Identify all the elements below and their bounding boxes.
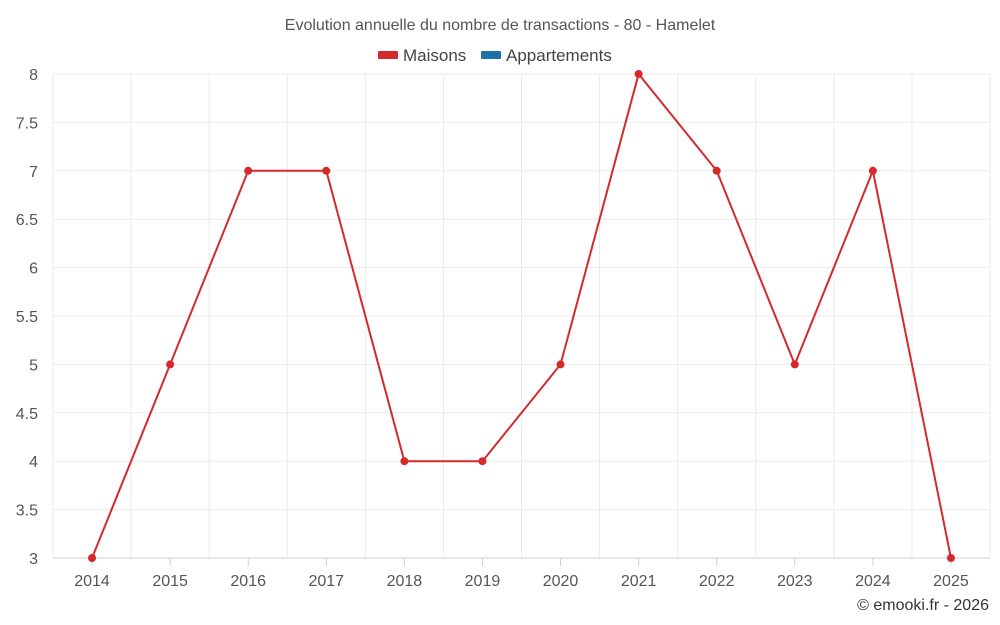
credit-text: © emooki.fr - 2026	[857, 597, 989, 614]
x-tick-label: 2021	[621, 573, 657, 590]
x-tick-label: 2014	[74, 573, 110, 590]
data-point[interactable]	[322, 166, 331, 175]
y-axis: 3 3.5 4 4.5 5 5.5 6 6.5 7 7.5 8	[16, 67, 38, 568]
x-tick-label: 2019	[465, 573, 501, 590]
x-tick-label: 2017	[308, 573, 344, 590]
data-point[interactable]	[244, 166, 253, 175]
data-point[interactable]	[400, 457, 409, 466]
legend-item-maisons[interactable]: Maisons	[378, 46, 466, 65]
data-point[interactable]	[634, 70, 643, 78]
data-point[interactable]	[556, 360, 565, 369]
series-line-maisons	[91, 73, 952, 559]
data-point[interactable]	[790, 360, 799, 369]
y-tick-label: 5.5	[16, 309, 38, 326]
legend: Maisons Appartements	[378, 46, 612, 65]
legend-item-appartements[interactable]: Appartements	[481, 46, 612, 65]
legend-label-maisons: Maisons	[403, 46, 466, 65]
y-tick-label: 7.5	[16, 115, 38, 132]
x-tick-label: 2015	[152, 573, 188, 590]
chart-title: Evolution annuelle du nombre de transact…	[285, 17, 716, 34]
y-tick-label: 6	[29, 261, 38, 278]
y-tick-label: 6.5	[16, 212, 38, 229]
y-tick-label: 8	[29, 67, 38, 84]
y-tick-label: 7	[29, 164, 38, 181]
grid	[52, 73, 991, 559]
x-tick-label: 2020	[543, 573, 579, 590]
data-point[interactable]	[478, 457, 487, 466]
x-tick-label: 2024	[855, 573, 891, 590]
x-axis: 2014 2015 2016 2017 2018 2019 2020 2021 2022 2023…	[53, 557, 990, 590]
data-point[interactable]	[868, 166, 877, 175]
y-tick-label: 3	[29, 551, 38, 568]
data-point[interactable]	[166, 360, 175, 369]
y-tick-label: 4	[29, 454, 38, 471]
x-tick-label: 2025	[933, 573, 969, 590]
data-point[interactable]	[712, 166, 721, 175]
data-point[interactable]	[88, 554, 97, 562]
x-tick-label: 2018	[387, 573, 423, 590]
data-point[interactable]	[946, 554, 955, 562]
legend-label-appartements: Appartements	[506, 46, 612, 65]
x-tick-label: 2016	[230, 573, 266, 590]
y-tick-label: 4.5	[16, 406, 38, 423]
series-layer	[88, 70, 955, 562]
y-tick-label: 3.5	[16, 503, 38, 520]
legend-swatch-appartements	[481, 51, 501, 59]
y-tick-label: 5	[29, 357, 38, 374]
x-tick-label: 2022	[699, 573, 735, 590]
legend-swatch-maisons	[378, 51, 398, 59]
x-tick-label: 2023	[777, 573, 813, 590]
